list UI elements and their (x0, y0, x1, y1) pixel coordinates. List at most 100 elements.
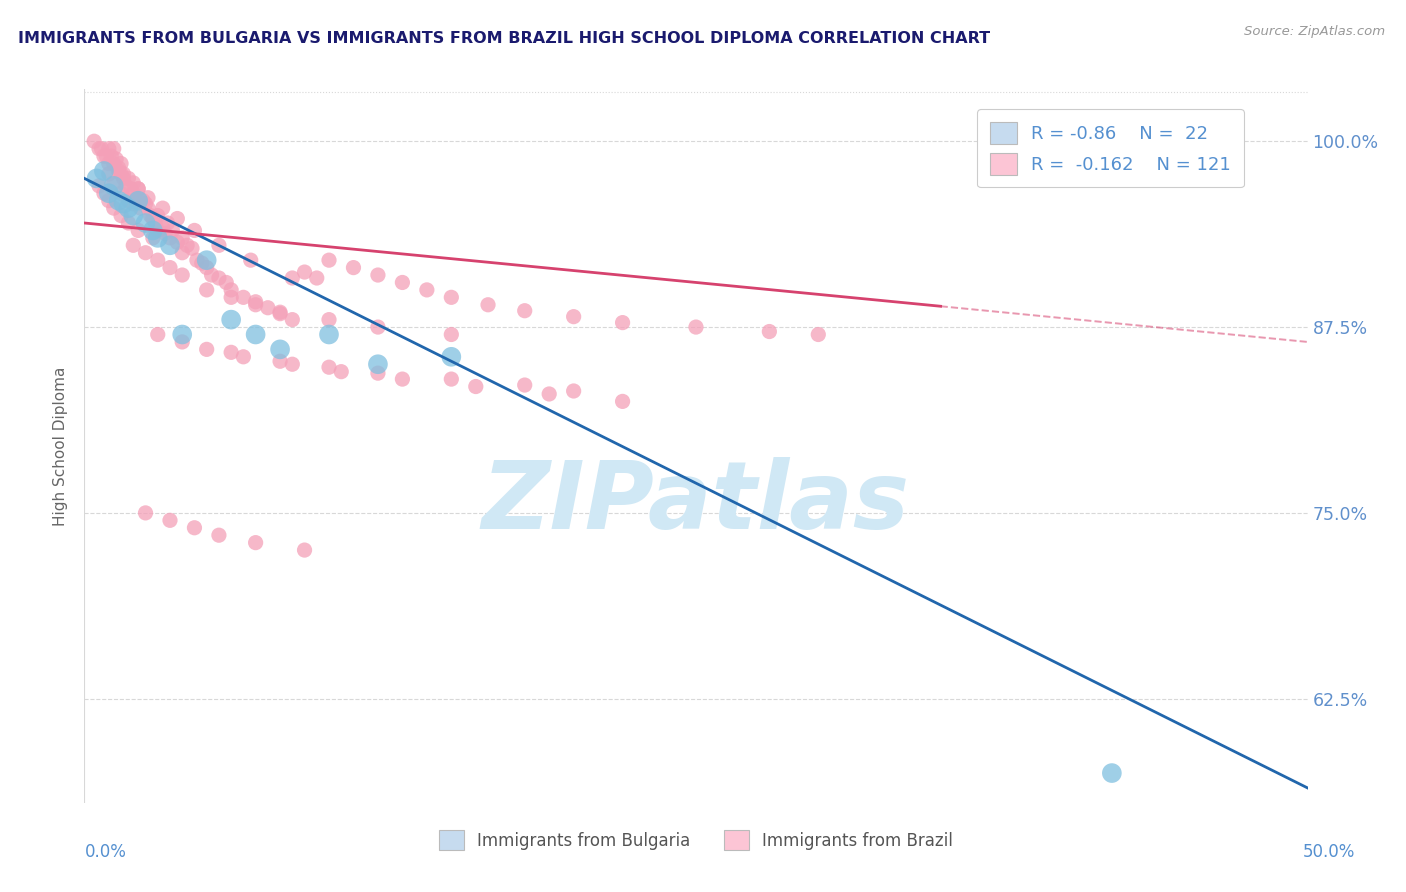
Point (330, 365, 353, 379)
Point (269, 305, 291, 319)
Point (100, 149, 122, 163)
Point (208, 271, 231, 285)
Point (117, 216, 139, 230)
Point (208, 238, 231, 252)
Point (136, 191, 159, 205)
Y-axis label: High School Diploma: High School Diploma (53, 367, 69, 525)
Point (172, 231, 194, 245)
Point (146, 231, 169, 245)
Point (107, 161, 129, 175)
Point (612, 316, 634, 330)
Point (146, 209, 169, 223)
Point (103, 176, 125, 190)
Point (127, 182, 149, 196)
Point (186, 253, 208, 268)
Point (294, 543, 316, 558)
Point (110, 186, 132, 201)
Point (416, 283, 439, 297)
Point (269, 354, 291, 368)
Point (232, 290, 254, 304)
Point (440, 327, 463, 342)
Point (612, 394, 634, 409)
Point (135, 245, 157, 260)
Point (166, 235, 188, 250)
Point (195, 253, 218, 268)
Point (440, 372, 463, 386)
Point (112, 167, 135, 181)
Point (87, 142, 110, 156)
Text: 50.0%: 50.0% (1302, 843, 1355, 861)
Point (110, 167, 132, 181)
Point (342, 260, 364, 275)
Point (305, 271, 328, 285)
Point (513, 378, 536, 392)
Point (93, 164, 115, 178)
Point (159, 513, 181, 527)
Point (195, 260, 218, 275)
Point (90, 142, 112, 156)
Point (135, 196, 157, 211)
Point (367, 366, 389, 380)
Legend: Immigrants from Bulgaria, Immigrants from Brazil: Immigrants from Bulgaria, Immigrants fro… (430, 822, 962, 859)
Point (107, 164, 129, 178)
Point (127, 182, 149, 196)
Point (562, 384, 585, 398)
Point (86, 171, 108, 186)
Point (122, 186, 145, 201)
Point (281, 271, 304, 285)
Point (97, 156, 120, 170)
Point (191, 256, 214, 270)
Point (97, 167, 120, 181)
Point (136, 201, 159, 215)
Point (172, 268, 194, 282)
Point (97, 194, 120, 208)
Point (159, 231, 181, 245)
Point (172, 334, 194, 349)
Point (142, 211, 165, 226)
Point (245, 298, 267, 312)
Point (162, 223, 184, 237)
Point (269, 343, 291, 357)
Point (125, 194, 148, 208)
Point (219, 345, 242, 359)
Point (232, 350, 254, 364)
Point (110, 209, 132, 223)
Point (146, 253, 169, 268)
Point (132, 194, 155, 208)
Point (318, 360, 340, 375)
Point (152, 201, 174, 215)
Point (103, 201, 125, 215)
Point (152, 220, 174, 235)
Point (215, 276, 238, 290)
Point (440, 350, 463, 364)
Point (219, 290, 242, 304)
Point (562, 310, 585, 324)
Point (139, 209, 162, 223)
Point (83, 134, 105, 148)
Point (318, 327, 340, 342)
Point (208, 528, 231, 542)
Point (367, 268, 389, 282)
Point (166, 211, 188, 226)
Point (391, 276, 413, 290)
Point (195, 283, 218, 297)
Text: ZIPatlas: ZIPatlas (482, 457, 910, 549)
Point (122, 209, 145, 223)
Point (135, 216, 157, 230)
Point (115, 178, 138, 193)
Point (1101, 766, 1123, 780)
Point (97, 142, 120, 156)
Point (181, 241, 204, 255)
Point (107, 194, 129, 208)
Point (153, 227, 176, 241)
Point (122, 196, 145, 211)
Point (195, 343, 218, 357)
Point (239, 253, 262, 268)
Point (367, 320, 389, 334)
Text: Source: ZipAtlas.com: Source: ZipAtlas.com (1244, 25, 1385, 38)
Point (200, 268, 222, 282)
Point (245, 327, 267, 342)
Point (142, 223, 165, 237)
Point (159, 238, 181, 252)
Point (183, 223, 205, 237)
